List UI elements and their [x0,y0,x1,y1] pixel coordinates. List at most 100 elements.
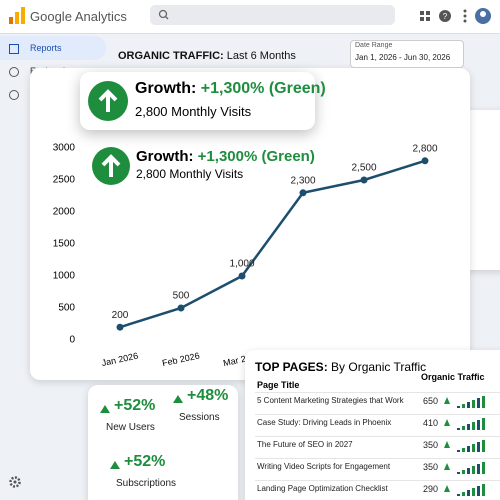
spark-bar [467,402,470,408]
point [421,157,429,165]
spark-bar [482,418,485,430]
growth-popup: Growth: +1,300% (Green) 2,800 Monthly Vi… [80,72,326,130]
growth-value: +1,300% (Green) [197,148,315,165]
trend-arrow [444,485,450,492]
growth-subtitle: 2,800 Monthly Visits [135,104,252,119]
spark-bar [472,422,475,430]
page-traffic: 350 [423,462,439,472]
top-bar: Google Analytics ? [0,0,500,34]
spark-bar [472,466,475,474]
spark-bar [462,470,465,474]
data-label: 500 [173,291,190,302]
spark-bar [462,404,465,408]
trend-arrow [444,397,450,404]
date-range-value: Jan 1, 2026 - Jun 30, 2026 [355,53,451,62]
y-tick-label: 1500 [53,239,76,250]
growth-label: Growth: [135,80,197,97]
spark-bar [472,444,475,452]
date-range[interactable]: Date Range Jan 1, 2026 - Jun 30, 2026 [350,40,464,68]
data-label: 2,300 [290,175,315,186]
spark-bar [477,420,480,430]
spark-bar [472,400,475,408]
trend-arrow [444,419,450,426]
stat-label: New Users [106,422,155,433]
logo [9,7,25,24]
growth-value: +1,300% (Green) [200,80,326,97]
y-tick-label: 2500 [53,175,76,186]
row-divider [255,436,500,437]
data-label: 2,800 [412,143,437,154]
page-traffic: 290 [423,484,439,494]
row-divider [255,392,500,393]
spark-bar [457,472,460,474]
y-tick-label: 1000 [53,271,76,282]
stat-label: Subscriptions [116,478,177,489]
spark-bar [467,446,470,452]
page-traffic: 410 [423,418,439,428]
data-label: 2,500 [351,163,376,174]
stat-value: +48% [187,387,229,404]
point [238,272,246,280]
spark-bar [457,428,460,430]
date-range-label: Date Range [355,42,393,49]
page-title: 5 Content Marketing Strategies that Work [257,396,404,405]
stat-arrow [110,461,120,469]
point [299,189,307,197]
trend-arrow [444,441,450,448]
point [177,304,185,312]
spark-bar [467,490,470,496]
column-header: Page Title [257,380,300,390]
spark-bar [467,424,470,430]
spark-bar [467,468,470,474]
page-title: Landing Page Optimization Checklist [257,484,388,493]
spark-bar [457,494,460,496]
spark-bar [462,426,465,430]
data-label: 200 [112,310,129,321]
growth-inline: Growth: +1,300% (Green) 2,800 Monthly Vi… [92,145,315,185]
data-label: 1,000 [229,259,254,270]
trend-arrow [444,463,450,470]
spark-bar [482,440,485,452]
top-pages-title-main: TOP PAGES: [255,360,328,374]
spark-bar [482,484,485,496]
nav-item[interactable]: Reports [0,37,105,59]
spark-bar [457,406,460,408]
y-tick-label: 0 [69,335,75,346]
y-tick-label: 2000 [53,207,76,218]
column-header: Organic Traffic [421,372,485,382]
search-bar[interactable] [150,5,395,25]
spark-bar [472,488,475,496]
page-title: Writing Video Scripts for Engagement [257,462,391,471]
spark-bar [477,442,480,452]
x-tick-label: Jan 2026 [101,351,139,368]
stats-card: +52% New Users +48% Sessions +52% Subscriptio… [88,385,238,500]
row-divider [255,480,500,481]
row-divider [255,458,500,459]
page-title: Case Study: Driving Leads in Phoenix [257,418,392,427]
x-tick-label: Feb 2026 [161,351,200,369]
point [116,323,124,331]
spark-bar [462,492,465,496]
spark-bar [482,396,485,408]
page-title: The Future of SEO in 2027 [257,440,353,449]
y-tick-label: 500 [58,303,75,314]
top-icons: ? [420,8,491,24]
chart-title: ORGANIC TRAFFIC: Last 6 Months [118,50,296,62]
line [119,159,426,329]
settings-icon[interactable] [8,475,22,489]
stat-value: +52% [114,397,156,414]
app-name: Google Analytics [30,9,127,24]
point [360,176,368,184]
stat-value: +52% [124,453,166,470]
chart-subtitle: Last 6 Months [226,50,296,62]
spark-bar [477,486,480,496]
row-divider [255,414,500,415]
spark-bar [462,448,465,452]
page-traffic: 650 [423,396,439,406]
top-pages-subtitle: By Organic Traffic [331,360,427,374]
top-pages-card: TOP PAGES: By Organic Traffic Page Title… [245,350,500,500]
top-pages-title: TOP PAGES: By Organic Traffic [255,360,426,374]
growth-label: Growth: [136,148,194,165]
spark-bar [477,464,480,474]
